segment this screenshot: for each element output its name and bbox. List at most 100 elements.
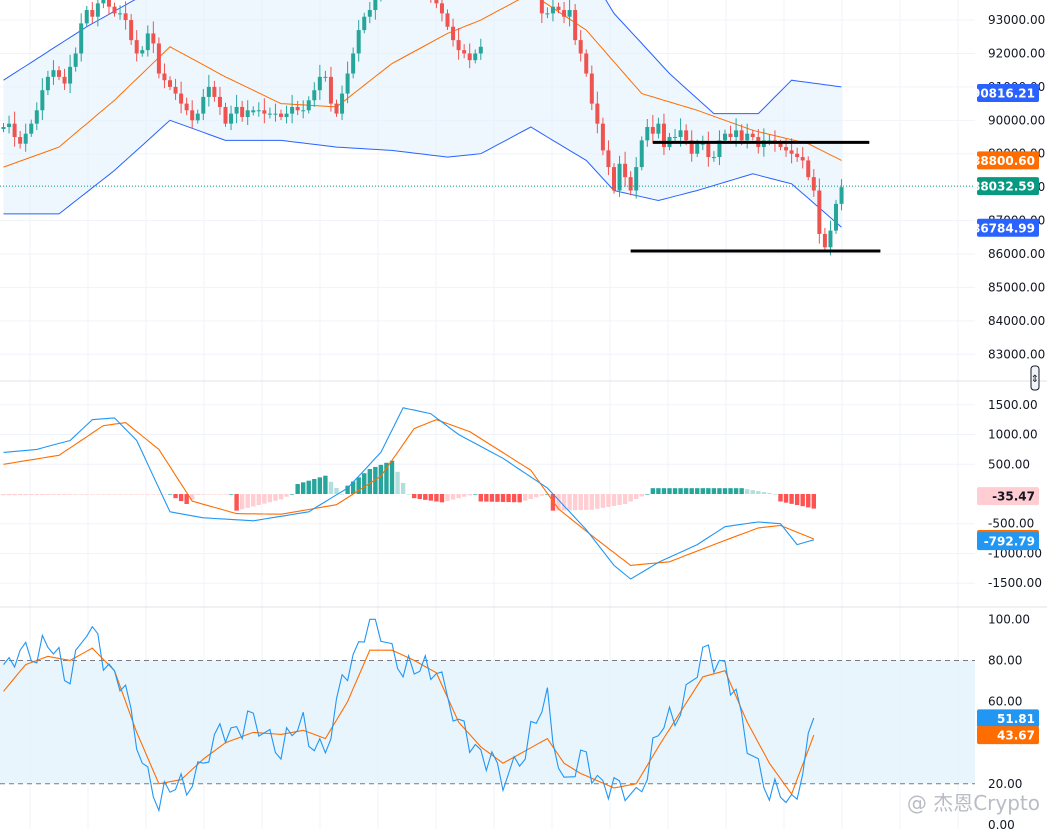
histogram-bar[interactable] xyxy=(750,490,755,494)
candle-body[interactable] xyxy=(123,13,128,21)
candle-body[interactable] xyxy=(7,123,12,127)
candle[interactable] xyxy=(101,0,106,9)
bollinger-lower-line[interactable] xyxy=(3,119,842,228)
candle-body[interactable] xyxy=(545,13,550,15)
candle-body[interactable] xyxy=(262,110,267,114)
candle[interactable] xyxy=(606,140,611,176)
histogram-bar[interactable] xyxy=(695,488,700,494)
candle-body[interactable] xyxy=(273,113,278,115)
candle[interactable] xyxy=(123,1,128,30)
candle-body[interactable] xyxy=(362,16,367,31)
candle[interactable] xyxy=(79,13,84,62)
candles[interactable] xyxy=(1,0,844,256)
histogram-bar[interactable] xyxy=(301,482,306,494)
candle[interactable] xyxy=(600,117,605,156)
candle[interactable] xyxy=(68,54,73,94)
histogram-bar[interactable] xyxy=(628,494,633,502)
candle[interactable] xyxy=(129,14,134,45)
candle-body[interactable] xyxy=(345,73,350,94)
candle[interactable] xyxy=(223,102,228,127)
candle[interactable] xyxy=(456,28,461,60)
candle[interactable] xyxy=(201,88,206,121)
histogram-bar[interactable] xyxy=(528,494,533,499)
candle[interactable] xyxy=(584,49,589,77)
candle-body[interactable] xyxy=(795,153,800,158)
histogram-bar[interactable] xyxy=(806,494,811,508)
candle[interactable] xyxy=(373,0,378,20)
candle[interactable] xyxy=(656,117,661,139)
histogram-bar[interactable] xyxy=(767,493,772,494)
candle[interactable] xyxy=(251,106,256,116)
candle-body[interactable] xyxy=(334,103,339,114)
histogram-bar[interactable] xyxy=(51,494,56,495)
histogram-bar[interactable] xyxy=(473,494,478,495)
candle[interactable] xyxy=(256,102,261,117)
candle-body[interactable] xyxy=(462,50,467,54)
candle-body[interactable] xyxy=(62,76,67,84)
candle-body[interactable] xyxy=(567,10,572,17)
candle-body[interactable] xyxy=(373,0,378,11)
histogram-bar[interactable] xyxy=(739,488,744,494)
histogram-bar[interactable] xyxy=(556,494,561,511)
candle-body[interactable] xyxy=(328,76,333,104)
candle[interactable] xyxy=(473,49,478,64)
candle-body[interactable] xyxy=(267,113,272,115)
histogram-bar[interactable] xyxy=(334,487,339,494)
histogram-bar[interactable] xyxy=(778,494,783,502)
candle[interactable] xyxy=(317,64,322,100)
histogram-bar[interactable] xyxy=(434,494,439,502)
candle[interactable] xyxy=(822,227,827,253)
histogram-bar[interactable] xyxy=(234,494,239,511)
histogram-bar[interactable] xyxy=(717,488,722,494)
candle[interactable] xyxy=(478,38,483,60)
histogram-bar[interactable] xyxy=(95,494,101,495)
candle[interactable] xyxy=(351,47,356,79)
histogram-bar[interactable] xyxy=(395,471,400,494)
candle[interactable] xyxy=(545,7,550,19)
histogram-bar[interactable] xyxy=(523,494,528,501)
candle-body[interactable] xyxy=(606,150,611,168)
histogram-bar[interactable] xyxy=(256,494,261,506)
histogram-bar[interactable] xyxy=(239,494,245,510)
histogram-bar[interactable] xyxy=(134,494,139,495)
candle-body[interactable] xyxy=(600,123,605,151)
histogram-bar[interactable] xyxy=(339,494,345,495)
candle-body[interactable] xyxy=(562,10,567,17)
histogram-bar[interactable] xyxy=(611,494,617,506)
histogram-bar[interactable] xyxy=(678,488,683,494)
histogram-bar[interactable] xyxy=(117,494,123,495)
candle-body[interactable] xyxy=(112,6,117,14)
candle[interactable] xyxy=(262,98,267,124)
candle[interactable] xyxy=(245,100,250,125)
histogram-bar[interactable] xyxy=(206,494,212,495)
histogram-bar[interactable] xyxy=(56,494,62,495)
candle[interactable] xyxy=(345,61,350,104)
candle[interactable] xyxy=(645,118,650,147)
histogram-bar[interactable] xyxy=(689,488,694,494)
histogram-bar[interactable] xyxy=(461,494,467,497)
histogram-bar[interactable] xyxy=(1,494,6,496)
candle[interactable] xyxy=(217,86,222,115)
histogram-bar[interactable] xyxy=(389,460,395,494)
candle[interactable] xyxy=(711,151,716,162)
candle[interactable] xyxy=(156,37,161,79)
candle-body[interactable] xyxy=(778,143,783,148)
candle[interactable] xyxy=(234,94,239,124)
histogram-bar[interactable] xyxy=(79,494,84,495)
candle-body[interactable] xyxy=(573,10,578,41)
candle[interactable] xyxy=(839,179,844,211)
histogram-bar[interactable] xyxy=(112,494,117,495)
candle[interactable] xyxy=(195,109,200,124)
candle-body[interactable] xyxy=(279,113,283,117)
histogram-bar[interactable] xyxy=(700,488,705,494)
histogram-bar[interactable] xyxy=(495,494,500,502)
histogram-bar[interactable] xyxy=(312,479,317,494)
histogram-bar[interactable] xyxy=(761,492,767,494)
candle-body[interactable] xyxy=(584,53,589,74)
histogram-bar[interactable] xyxy=(162,494,167,495)
candle-body[interactable] xyxy=(595,103,600,124)
candle-body[interactable] xyxy=(634,167,639,191)
candle-body[interactable] xyxy=(23,133,28,144)
candle-body[interactable] xyxy=(12,123,17,138)
